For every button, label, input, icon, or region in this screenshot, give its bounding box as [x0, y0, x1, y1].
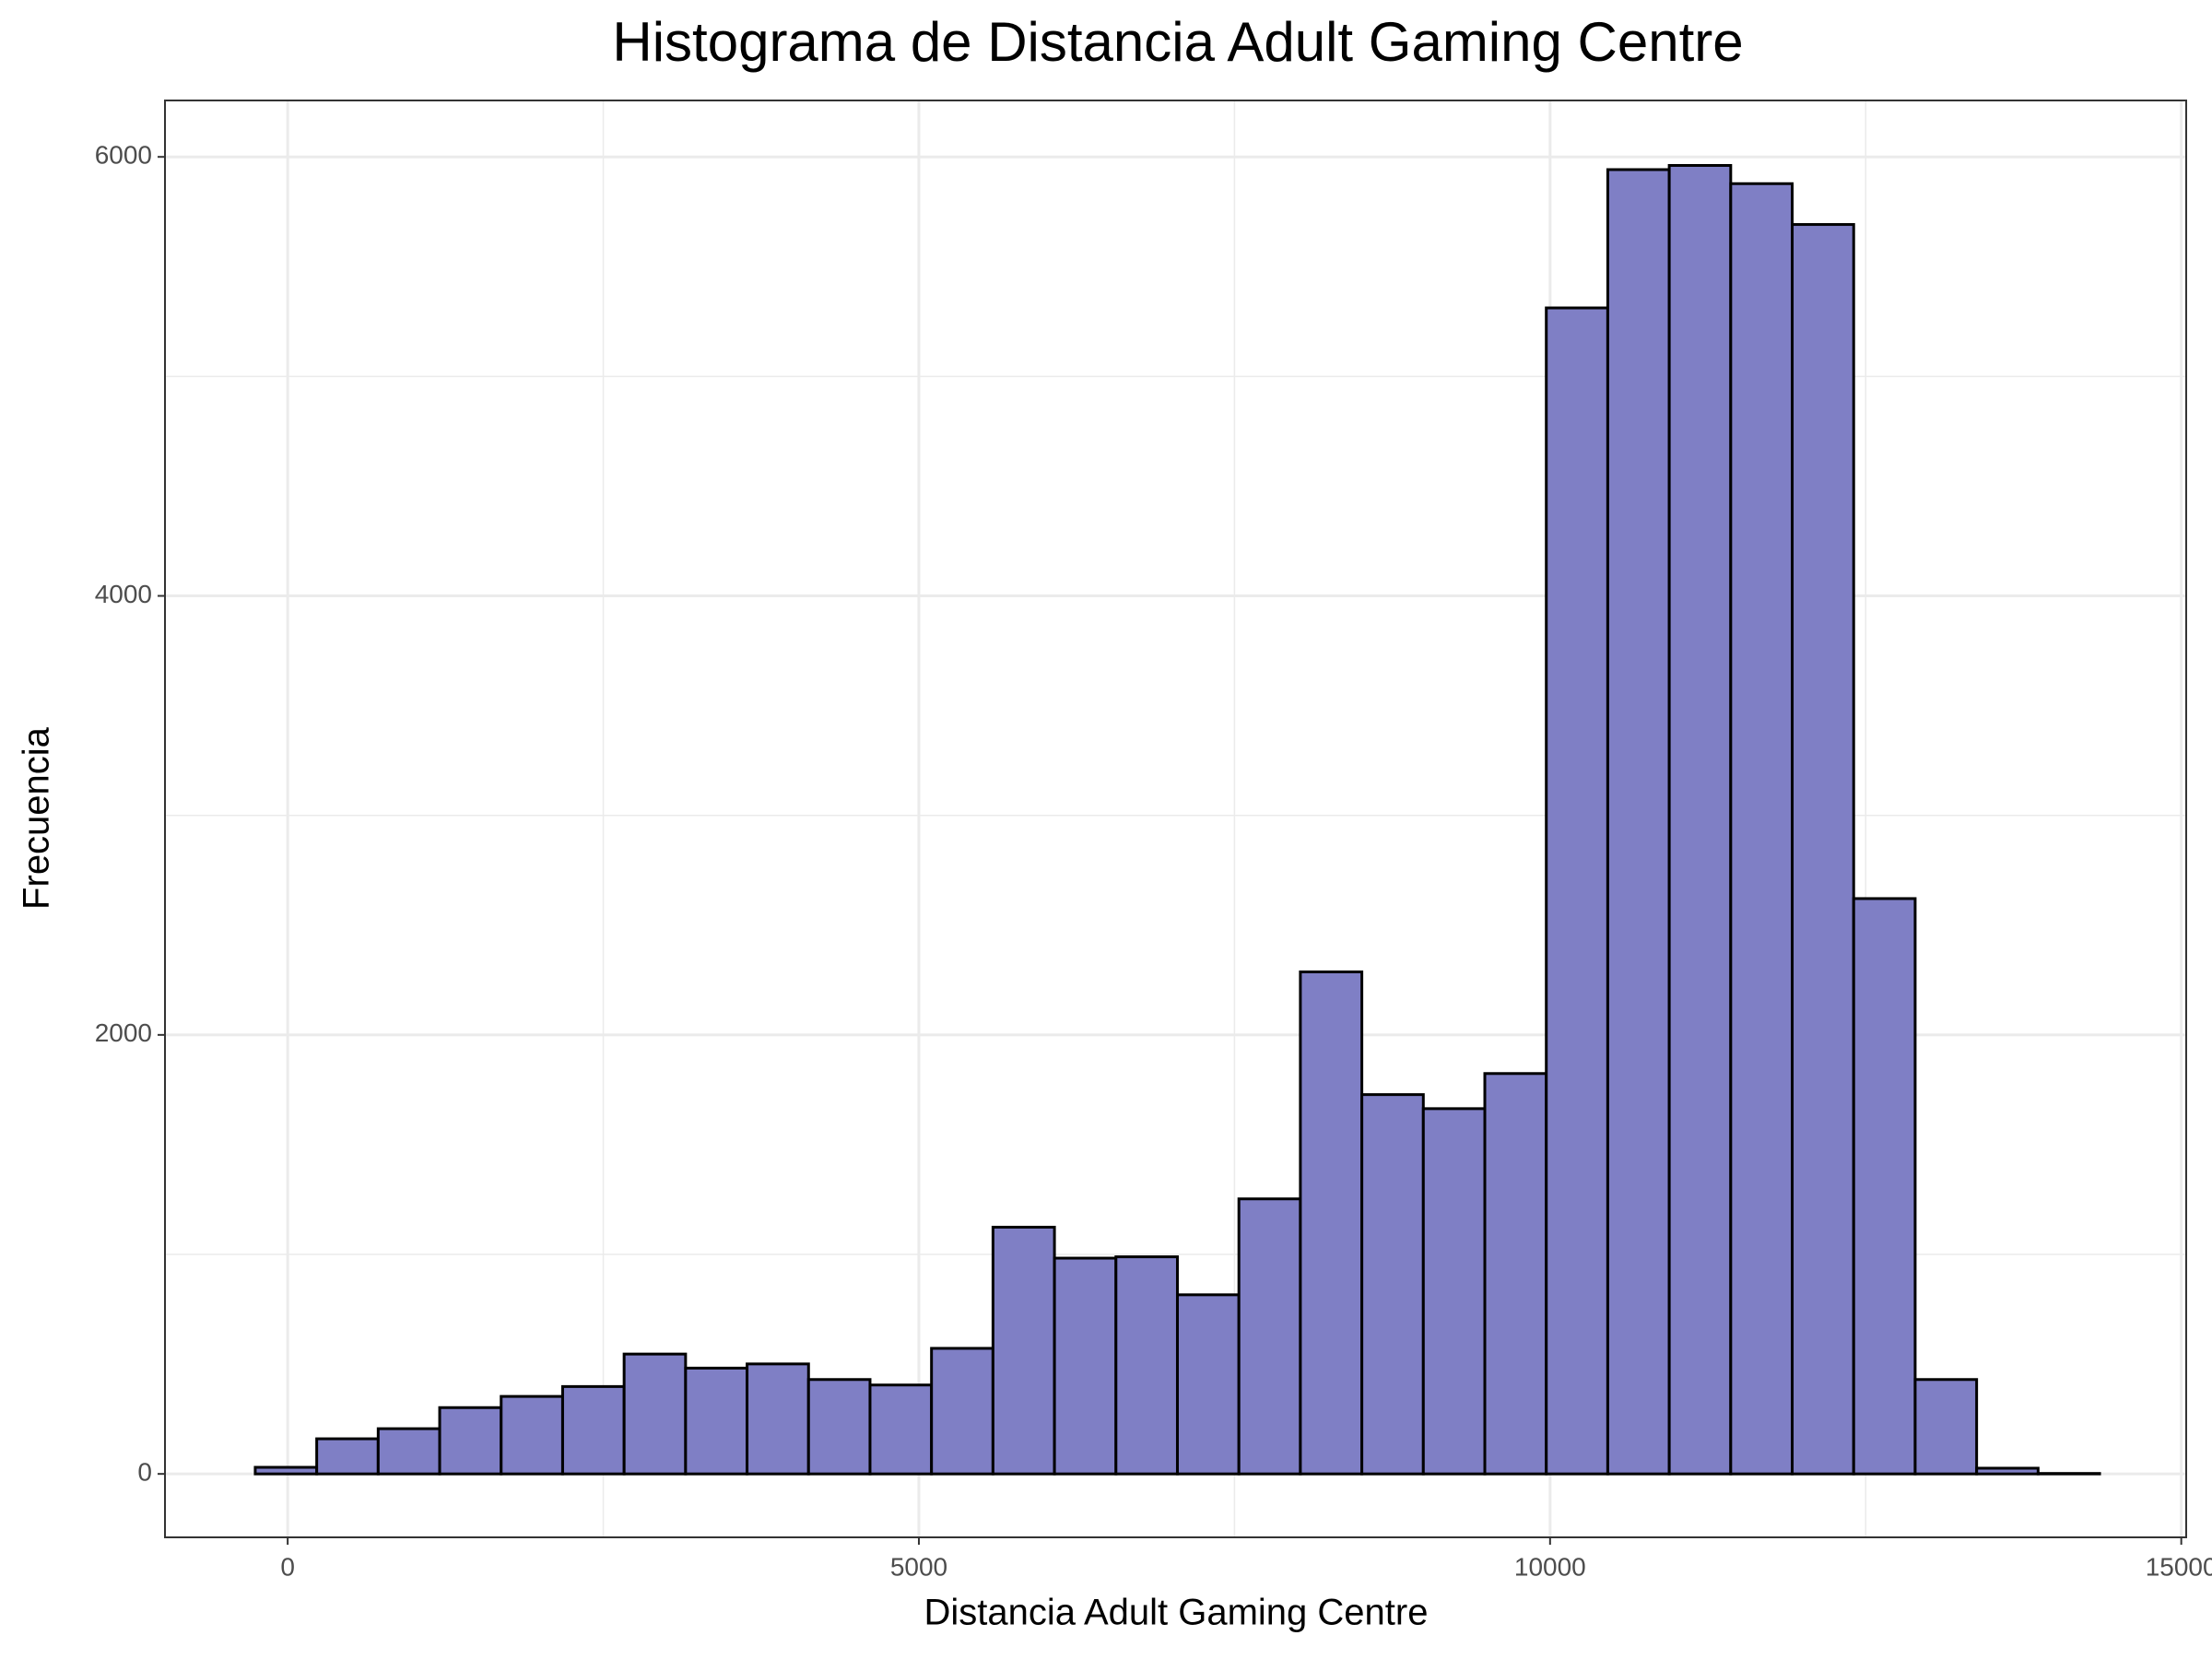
bar: [746, 1362, 810, 1476]
chart-title: Histograma de Distancia Adult Gaming Cen…: [612, 11, 1743, 73]
bar: [1791, 223, 1855, 1476]
bar: [1975, 1466, 2040, 1476]
bar: [500, 1394, 564, 1476]
bar: [560, 1384, 626, 1476]
bar: [1606, 168, 1671, 1476]
bar: [438, 1406, 503, 1476]
y-tick-label: 2000: [95, 1018, 152, 1047]
bar: [1913, 1378, 1979, 1476]
bar: [315, 1437, 380, 1476]
bar: [684, 1366, 749, 1476]
y-tick-label: 6000: [95, 141, 152, 170]
bar: [868, 1383, 934, 1476]
panel-border: [164, 100, 2187, 1538]
bar: [930, 1347, 994, 1476]
y-axis-label: Frecuencia: [17, 726, 57, 910]
x-tick-label: 0: [280, 1552, 295, 1581]
x-tick-label: 10000: [1514, 1552, 1586, 1581]
bar: [622, 1352, 688, 1476]
y-tick-label: 4000: [95, 580, 152, 608]
bar: [1299, 970, 1364, 1476]
bar: [806, 1378, 872, 1476]
bar: [1175, 1293, 1241, 1476]
bar: [1545, 306, 1609, 1476]
bar: [1667, 163, 1733, 1476]
bar: [1360, 1093, 1425, 1476]
x-axis-label: Distancia Adult Gaming Centre: [924, 1593, 1429, 1633]
y-tick-label: 0: [137, 1458, 152, 1487]
bar: [1114, 1255, 1179, 1476]
bar: [253, 1465, 319, 1476]
x-tick-label: 5000: [890, 1552, 947, 1581]
bar: [991, 1225, 1056, 1476]
bar: [1852, 897, 1917, 1476]
bar: [1237, 1197, 1302, 1476]
bar: [1421, 1107, 1487, 1476]
x-tick-label: 15000: [2146, 1552, 2212, 1581]
bar: [1053, 1256, 1118, 1476]
bar: [376, 1427, 441, 1476]
bar: [1729, 182, 1794, 1476]
bar: [1483, 1072, 1548, 1476]
